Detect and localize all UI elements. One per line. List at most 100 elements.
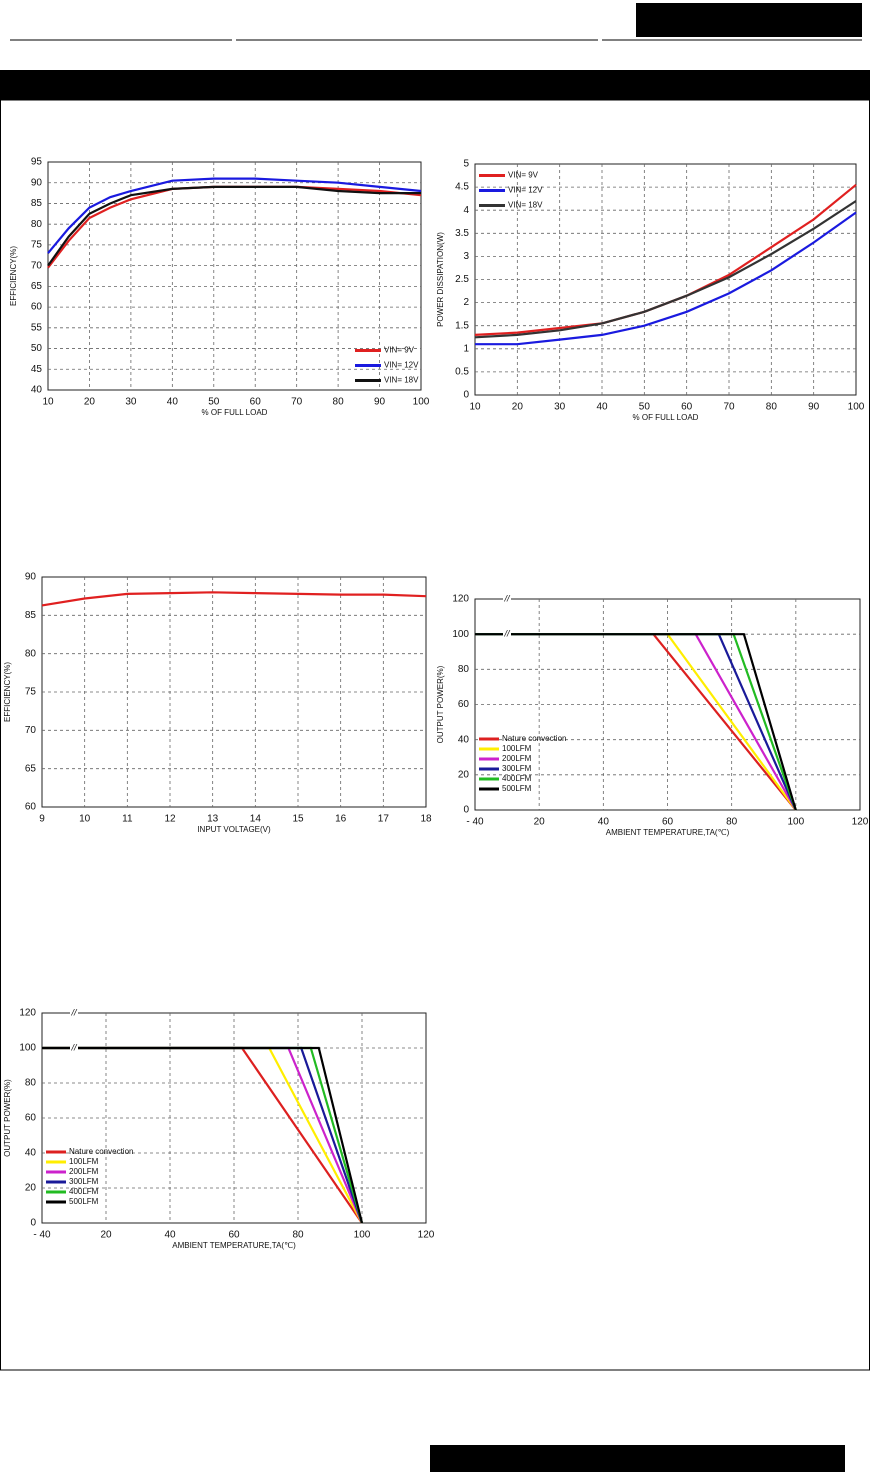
x-tick-label: 17: [378, 814, 390, 825]
axis-break: [70, 1009, 78, 1017]
y-tick-label: 4: [463, 205, 469, 216]
x-tick-label: 90: [808, 402, 820, 413]
y-tick-label: 0.5: [455, 367, 469, 378]
x-tick-label: 40: [167, 397, 179, 408]
x-tick-label: 30: [554, 402, 566, 413]
x-tick-label: 80: [766, 402, 778, 413]
legend-label: 300LFM: [69, 1177, 99, 1186]
y-tick-label: 2.5: [455, 274, 469, 285]
axis-break: [503, 630, 511, 639]
y-tick-label: 65: [31, 281, 43, 292]
series-line: [41, 591, 427, 607]
legend-label: 400LFM: [502, 774, 532, 783]
y-tick-label: 100: [19, 1043, 36, 1054]
x-tick-label: 40: [598, 817, 610, 828]
x-tick-label: 50: [639, 402, 651, 413]
axis-break-mark: //: [70, 1007, 78, 1017]
x-tick-label: 12: [164, 814, 176, 825]
x-tick-label: 60: [250, 397, 262, 408]
section-frame: [0, 99, 870, 1371]
y-tick-label: 3: [463, 251, 469, 262]
y-tick-label: 1.5: [455, 320, 469, 331]
x-tick-label: 100: [354, 1230, 371, 1241]
y-axis-label: OUTPUT POWER(%): [436, 665, 445, 743]
y-tick-label: 80: [458, 664, 470, 675]
series-line: [475, 633, 797, 811]
x-tick-label: 40: [164, 1230, 176, 1241]
axis-break-mark: //: [70, 1042, 78, 1052]
x-tick-label: 60: [681, 402, 693, 413]
y-tick-label: 55: [31, 322, 43, 333]
y-tick-label: 90: [25, 572, 37, 583]
x-tick-label: 20: [512, 402, 524, 413]
x-tick-label: 10: [79, 814, 91, 825]
y-axis-label: OUTPUT POWER(%): [3, 1079, 12, 1157]
axis-break-mark: //: [503, 629, 511, 639]
legend-label: 500LFM: [69, 1197, 99, 1206]
x-tick-label: 15: [292, 814, 304, 825]
y-tick-label: 85: [25, 610, 37, 621]
legend-label: VIN= 9V: [508, 171, 539, 180]
y-axis-label: POWER DISSIPATION(W): [436, 232, 445, 327]
x-tick-label: 14: [250, 814, 262, 825]
x-tick-label: 120: [418, 1230, 435, 1241]
y-tick-label: 80: [25, 648, 37, 659]
x-tick-label: 80: [726, 817, 738, 828]
y-tick-label: 70: [25, 725, 37, 736]
y-tick-label: 2: [463, 297, 469, 308]
y-tick-label: 75: [31, 240, 43, 251]
y-tick-label: 1: [463, 343, 469, 354]
x-axis-label: AMBIENT TEMPERATURE,TA(℃): [606, 828, 730, 837]
header-box: [636, 3, 862, 37]
x-tick-label: 90: [374, 397, 386, 408]
x-tick-label: 20: [84, 397, 96, 408]
x-axis-label: INPUT VOLTAGE(V): [197, 825, 271, 834]
series-line: [475, 211, 857, 346]
legend-label: 200LFM: [502, 754, 532, 763]
x-tick-label: 70: [723, 402, 735, 413]
x-tick-label: 120: [852, 817, 869, 828]
x-tick-label: 16: [335, 814, 347, 825]
y-tick-label: 120: [452, 594, 469, 605]
legend-label: 500LFM: [502, 784, 532, 793]
y-tick-label: 120: [19, 1008, 36, 1019]
x-tick-label: 80: [292, 1230, 304, 1241]
series-line: [42, 1046, 364, 1224]
y-tick-label: 40: [458, 734, 470, 745]
y-tick-label: 0: [463, 390, 469, 401]
footer-box: [430, 1445, 845, 1472]
y-axis-label: EFFICIENCY(%): [3, 662, 12, 722]
legend-label: Nature convection: [69, 1147, 133, 1156]
x-tick-label: 18: [420, 814, 432, 825]
x-tick-label: 80: [333, 397, 345, 408]
x-tick-label: 11: [122, 814, 133, 825]
legend-label: Nature convection: [502, 734, 566, 743]
x-tick-label: 20: [534, 817, 546, 828]
y-tick-label: 70: [31, 260, 43, 271]
x-tick-label: - 40: [466, 817, 484, 828]
y-tick-label: 85: [31, 198, 43, 209]
y-tick-label: 80: [25, 1078, 37, 1089]
x-tick-label: 10: [469, 402, 481, 413]
y-tick-label: 60: [25, 1113, 37, 1124]
y-tick-label: 0: [463, 805, 469, 816]
x-tick-label: 70: [291, 397, 303, 408]
plot-area: [47, 161, 422, 391]
y-tick-label: 3.5: [455, 228, 469, 239]
y-tick-label: 90: [31, 177, 43, 188]
legend-label: VIN= 9V: [384, 346, 415, 355]
x-tick-label: 9: [39, 814, 45, 825]
x-tick-label: 20: [100, 1230, 112, 1241]
legend-label: VIN= 18V: [384, 376, 419, 385]
section-bar: [0, 70, 870, 100]
x-tick-label: 100: [787, 817, 804, 828]
legend-label: 300LFM: [502, 764, 532, 773]
legend-label: 100LFM: [69, 1157, 99, 1166]
legend-label: 200LFM: [69, 1167, 99, 1176]
y-tick-label: 65: [25, 763, 37, 774]
legend-label: 400LFM: [69, 1187, 99, 1196]
x-tick-label: 30: [125, 397, 137, 408]
y-tick-label: 95: [31, 157, 43, 168]
series-line: [47, 177, 422, 254]
